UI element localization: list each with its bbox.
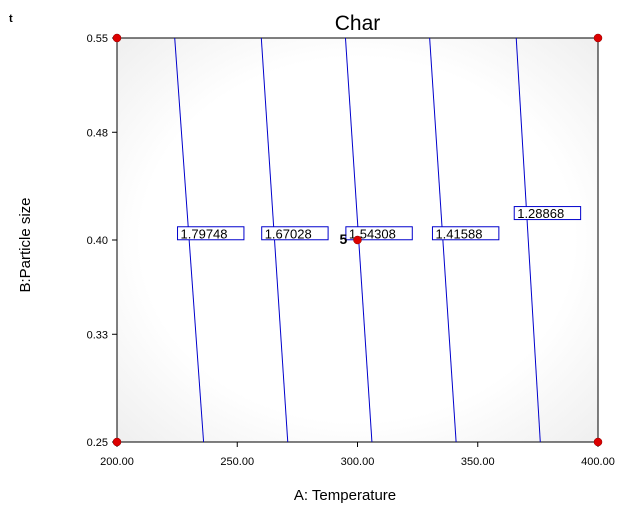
design-point-4: [593, 437, 603, 447]
design-point-3: [112, 437, 122, 447]
design-point-2: [593, 33, 603, 43]
center-point-label: 5: [340, 231, 348, 247]
corner-label: t: [9, 13, 13, 25]
x-tick-label: 400.00: [581, 456, 615, 468]
contour-line-5: [515, 37, 541, 443]
x-axis: 200.00 250.00 300.00 350.00 400.00: [100, 442, 615, 468]
contour-label-box: [261, 226, 329, 241]
design-point-1: [112, 33, 122, 43]
contour-label-box: [177, 226, 245, 241]
x-tick-label: 250.00: [220, 456, 254, 468]
contour-label-4: 1.41588: [431, 226, 500, 241]
contour-label-text: 1.79748: [181, 226, 228, 241]
design-points: [112, 33, 603, 447]
contour-label-box: [345, 226, 413, 241]
x-axis-title: A: Temperature: [294, 487, 396, 504]
chart-title: Char: [335, 12, 381, 35]
y-axis: 0.25 0.33 0.40 0.48 0.55: [87, 33, 117, 449]
x-tick-label: 350.00: [461, 456, 495, 468]
x-tick-label: 200.00: [100, 456, 134, 468]
design-point-5: [353, 235, 362, 245]
contour-label-5: 1.28868: [513, 206, 582, 221]
contour-label-text: 1.41588: [435, 226, 482, 241]
contour-label-box: [513, 206, 582, 221]
y-axis-title: B:Particle size: [17, 197, 34, 292]
y-tick-label: 0.33: [87, 329, 108, 341]
y-tick-label: 0.48: [87, 127, 108, 139]
contour-label-2: 1.67028: [261, 226, 329, 241]
y-tick-label: 0.55: [87, 33, 108, 45]
contour-label-text: 1.67028: [265, 226, 312, 241]
contour-label-box: [431, 226, 500, 241]
y-tick-label: 0.40: [87, 235, 108, 247]
contour-label-text: 1.28868: [517, 206, 564, 221]
contour-label-1: 1.79748: [177, 226, 245, 241]
y-tick-label: 0.25: [87, 437, 108, 449]
x-tick-label: 300.00: [341, 456, 375, 468]
